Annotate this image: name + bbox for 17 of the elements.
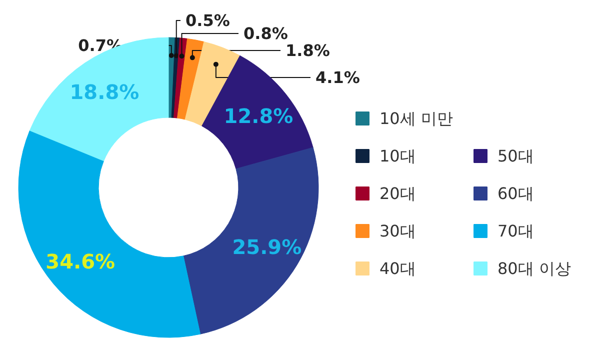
legend-label: 30대 [380, 222, 416, 240]
legend-label: 50대 [498, 146, 534, 166]
legend-label: 20대 [380, 184, 416, 203]
data-label: 12.8% [224, 104, 294, 128]
legend-label: 10세 미만 [380, 109, 453, 128]
data-label: 0.8% [244, 24, 288, 43]
legend-label: 10대 [380, 146, 416, 166]
data-label: 18.8% [70, 80, 140, 104]
data-label: 1.8% [286, 41, 330, 60]
data-label: 34.6% [46, 249, 116, 274]
data-label: 25.9% [232, 234, 302, 259]
legend-label: 40대 [380, 259, 416, 278]
legend-label: 70대 [498, 222, 534, 240]
legend-label: 60대 [498, 184, 534, 203]
data-label: 4.1% [316, 68, 360, 87]
legend-label: 80대 이상 [498, 259, 571, 278]
data-label: 0.5% [186, 11, 230, 30]
